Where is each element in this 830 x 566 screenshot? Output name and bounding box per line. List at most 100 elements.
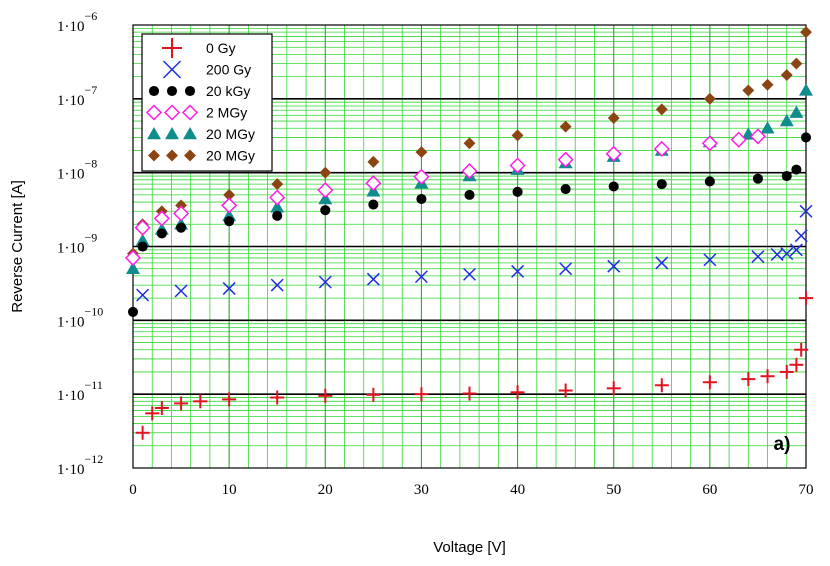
- legend-label: 20 MGy: [206, 148, 255, 164]
- data-point: [135, 233, 150, 246]
- data-point: [558, 383, 573, 398]
- legend-entry: 20 MGy: [147, 126, 255, 142]
- data-point: [272, 210, 283, 221]
- legend-entry: 0 Gy: [162, 38, 236, 58]
- data-point: [270, 200, 285, 213]
- data-point: [176, 222, 187, 233]
- legend-marker: [166, 149, 178, 162]
- data-point: [654, 378, 669, 393]
- x-tick-label: 40: [510, 482, 525, 498]
- data-point: [800, 132, 812, 143]
- y-tick-label: 1·10−10: [57, 304, 103, 330]
- data-point: [794, 229, 808, 243]
- data-point: [760, 121, 775, 134]
- data-point: [608, 181, 619, 192]
- data-point: [606, 381, 621, 396]
- data-point: [605, 145, 622, 162]
- data-point: [789, 105, 804, 118]
- data-series: [124, 26, 813, 440]
- data-point: [751, 250, 765, 264]
- legend: 0 Gy 200 Gy 20 kGy 2 MGy 20 MGy 20 MGy: [141, 33, 273, 172]
- data-point: [560, 184, 571, 195]
- legend-marker: [145, 104, 163, 121]
- panel-label: a): [774, 434, 791, 455]
- data-point: [761, 78, 774, 91]
- data-point: [701, 135, 718, 152]
- data-point: [173, 205, 190, 222]
- data-point: [607, 112, 620, 124]
- y-tick-label: 1·10−9: [57, 231, 97, 257]
- data-point: [781, 171, 792, 182]
- legend-label: 20 MGy: [206, 126, 255, 142]
- legend-marker: [162, 60, 182, 79]
- data-point: [270, 390, 285, 405]
- legend-marker: [184, 149, 196, 162]
- data-point: [269, 189, 286, 206]
- data-point: [794, 342, 809, 357]
- data-point: [790, 57, 803, 70]
- plot-area: [132, 24, 807, 469]
- data-point: [557, 151, 574, 168]
- data-point: [702, 375, 717, 390]
- legend-label: 20 kGy: [206, 83, 250, 99]
- data-point: [559, 120, 572, 133]
- legend-marker: [148, 85, 160, 97]
- x-tick-label: 20: [318, 482, 333, 498]
- data-point: [365, 175, 382, 192]
- legend-label: 2 MGy: [206, 105, 247, 121]
- y-tick-label: 1·10−12: [57, 452, 103, 478]
- legend-marker: [163, 104, 181, 121]
- y-tick-label: 1·10−11: [57, 378, 103, 404]
- data-point: [367, 155, 380, 168]
- data-point: [156, 228, 167, 239]
- data-point: [124, 249, 142, 266]
- series-2: [127, 132, 812, 317]
- series-1: [136, 204, 813, 302]
- data-point: [222, 392, 237, 407]
- data-point: [174, 284, 188, 298]
- data-point: [463, 137, 476, 150]
- legend-box: [141, 33, 273, 172]
- data-point: [741, 372, 756, 387]
- data-point: [559, 262, 573, 276]
- data-point: [703, 92, 716, 105]
- data-point: [512, 186, 523, 197]
- legend-marker: [148, 149, 160, 162]
- data-point: [704, 176, 715, 187]
- legend-entry: 2 MGy: [145, 104, 247, 121]
- data-point: [135, 425, 150, 440]
- legend-entry: 20 kGy: [148, 83, 250, 99]
- data-point: [800, 26, 812, 39]
- x-axis-title: Voltage [V]: [433, 539, 506, 556]
- data-point: [789, 357, 804, 372]
- legend-marker: [147, 127, 161, 140]
- data-point: [791, 164, 802, 175]
- legend-marker: [165, 127, 179, 140]
- y-axis-ticks: 1·10−6 1·10−7 1·10−8 1·10−9 1·10−10 1·10−11 1·…: [57, 9, 103, 478]
- data-point: [509, 157, 526, 174]
- y-tick-label: 1·10−7: [57, 83, 97, 109]
- series-5: [127, 26, 812, 260]
- data-point: [752, 173, 763, 184]
- data-point: [464, 189, 475, 200]
- data-point: [607, 259, 621, 273]
- data-point: [317, 182, 334, 199]
- data-point: [461, 163, 478, 180]
- data-point: [224, 216, 235, 227]
- data-point: [271, 178, 284, 191]
- series-3: [124, 128, 766, 266]
- y-axis-title: Reverse Current [A]: [9, 180, 26, 313]
- data-point: [137, 241, 148, 252]
- x-tick-label: 10: [222, 482, 237, 498]
- x-tick-label: 50: [606, 482, 621, 498]
- legend-marker: [183, 127, 197, 140]
- data-point: [799, 83, 813, 96]
- data-point: [126, 261, 140, 274]
- data-point: [655, 256, 669, 270]
- legend-entry: 20 MGy: [148, 148, 255, 164]
- data-point: [153, 210, 170, 227]
- data-point: [134, 219, 151, 236]
- data-point: [368, 199, 379, 210]
- legend-entry: 200 Gy: [162, 60, 251, 79]
